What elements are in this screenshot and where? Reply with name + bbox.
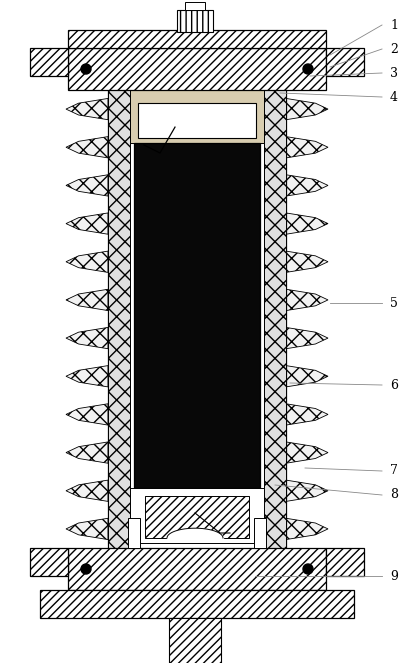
Bar: [169, 618, 221, 663]
Bar: [254, 518, 266, 548]
Bar: [68, 48, 326, 90]
Text: 9: 9: [390, 570, 398, 583]
Polygon shape: [30, 48, 68, 76]
Polygon shape: [326, 48, 364, 76]
Text: 4: 4: [390, 91, 398, 103]
Polygon shape: [66, 480, 108, 501]
Bar: [134, 143, 260, 488]
Polygon shape: [66, 251, 108, 272]
Polygon shape: [66, 213, 108, 234]
Polygon shape: [145, 496, 249, 538]
Circle shape: [303, 564, 313, 574]
Polygon shape: [286, 213, 328, 234]
Text: 3: 3: [390, 66, 398, 80]
Polygon shape: [66, 289, 108, 310]
Polygon shape: [286, 175, 328, 196]
Polygon shape: [66, 137, 108, 158]
Bar: [264, 90, 286, 548]
Bar: [40, 590, 354, 618]
Bar: [177, 10, 213, 32]
Polygon shape: [66, 175, 108, 196]
Polygon shape: [66, 365, 108, 387]
Bar: [108, 90, 130, 548]
Bar: [130, 90, 264, 548]
Text: 7: 7: [390, 465, 398, 477]
Bar: [68, 30, 326, 48]
Polygon shape: [326, 548, 364, 576]
Polygon shape: [286, 137, 328, 158]
Bar: [185, 2, 205, 10]
Bar: [130, 488, 264, 543]
Polygon shape: [286, 289, 328, 310]
Polygon shape: [66, 98, 108, 120]
Polygon shape: [286, 251, 328, 272]
Bar: [130, 90, 264, 143]
Bar: [138, 103, 256, 138]
Polygon shape: [286, 365, 328, 387]
Circle shape: [81, 564, 91, 574]
Text: 6: 6: [390, 379, 398, 391]
Text: 5: 5: [390, 296, 398, 310]
Polygon shape: [286, 98, 328, 120]
Polygon shape: [286, 404, 328, 425]
Polygon shape: [286, 518, 328, 540]
Circle shape: [81, 64, 91, 74]
Polygon shape: [30, 548, 68, 576]
Polygon shape: [66, 404, 108, 425]
Text: 2: 2: [390, 42, 398, 56]
Text: 8: 8: [390, 489, 398, 501]
Bar: [108, 90, 130, 548]
Polygon shape: [286, 328, 328, 349]
Bar: [68, 548, 326, 590]
Text: 1: 1: [390, 19, 398, 32]
Bar: [264, 90, 286, 548]
Polygon shape: [66, 518, 108, 540]
Circle shape: [303, 64, 313, 74]
Polygon shape: [286, 442, 328, 463]
Polygon shape: [66, 328, 108, 349]
Polygon shape: [66, 442, 108, 463]
Bar: [128, 518, 140, 548]
Polygon shape: [286, 480, 328, 501]
